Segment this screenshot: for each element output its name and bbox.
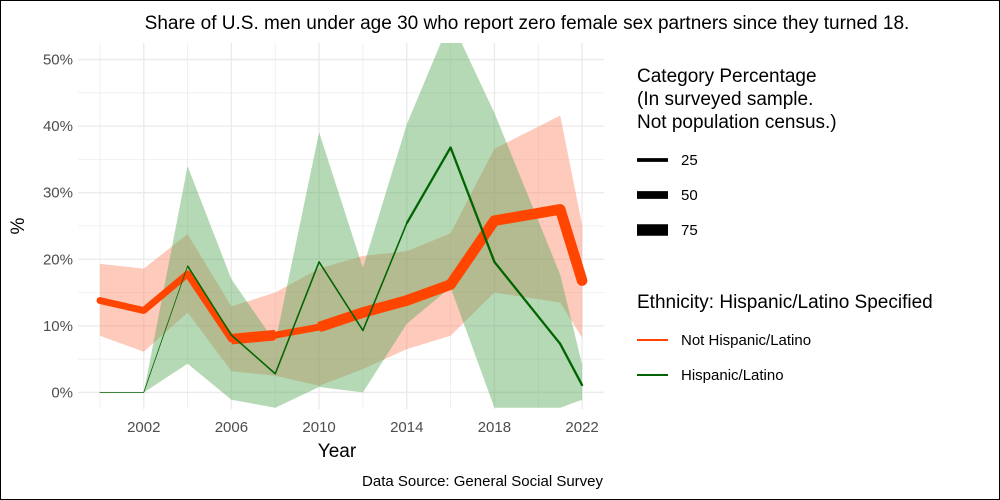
data-point-hispanic <box>143 391 145 393</box>
color-legend-title: Ethnicity: Hispanic/Latino Specified <box>637 292 933 313</box>
x-tick-label: 2006 <box>215 419 248 436</box>
x-tick-label: 2018 <box>478 419 511 436</box>
data-point-not-hispanic <box>576 275 588 286</box>
line-segment-not-hispanic <box>446 217 499 288</box>
x-tick-label: 2010 <box>302 419 335 436</box>
data-point-not-hispanic <box>489 215 500 226</box>
line-segment-hispanic <box>405 146 452 224</box>
line-segment-hispanic <box>493 261 562 345</box>
data-point-not-hispanic <box>401 295 413 306</box>
data-point-hispanic <box>362 329 364 332</box>
y-tick-label: 10% <box>43 318 73 335</box>
data-point-not-hispanic <box>554 204 566 215</box>
legend: Category Percentage(In surveyed sample.N… <box>637 66 933 384</box>
y-tick-label: 20% <box>43 251 73 268</box>
line-segment-not-hispanic <box>99 297 145 314</box>
size-legend-title-line: Not population census.) <box>637 112 837 133</box>
size-legend-label: 50 <box>681 187 698 204</box>
y-tick-label: 30% <box>43 185 73 202</box>
axis-ticks: 2002 2006 2010 2014 2018 2022 0% 10% 20% 30% 40% 50… <box>43 52 599 436</box>
line-segment-not-hispanic <box>184 272 235 342</box>
line-segment-hispanic <box>318 261 364 331</box>
data-point-not-hispanic <box>96 297 104 304</box>
size-legend-label: 75 <box>681 222 698 239</box>
line-segment-not-hispanic <box>141 271 190 314</box>
color-legend-label: Not Hispanic/Latino <box>681 332 811 349</box>
x-tick-label: 2014 <box>390 419 423 436</box>
data-point-not-hispanic <box>357 307 369 318</box>
data-point-hispanic <box>405 222 408 225</box>
line-segment-hispanic <box>230 334 276 375</box>
data-point-not-hispanic <box>445 279 456 290</box>
data-point-hispanic <box>99 391 101 393</box>
line-segment-hispanic <box>362 223 408 331</box>
data-point-hispanic <box>318 261 320 263</box>
data-point-not-hispanic <box>184 270 191 278</box>
line-segment-not-hispanic <box>230 329 276 345</box>
x-axis-title: Year <box>318 441 357 462</box>
line-segment-hispanic <box>143 265 188 393</box>
data-point-hispanic <box>230 334 233 336</box>
data-point-hispanic <box>559 342 562 345</box>
chart-title: Share of U.S. men under age 30 who repor… <box>145 13 910 34</box>
line-segment-hispanic <box>274 261 320 375</box>
data-point-not-hispanic <box>271 331 279 339</box>
series-lines <box>96 146 588 393</box>
line-segment-hispanic <box>186 265 233 336</box>
data-point-hispanic <box>449 146 452 149</box>
data-point-hispanic <box>274 372 277 375</box>
grid-lines <box>78 43 604 409</box>
size-legend-title-line: Category Percentage <box>637 66 817 87</box>
data-point-hispanic <box>187 265 188 267</box>
line-segment-not-hispanic <box>361 295 409 318</box>
size-legend-title-line: (In surveyed sample. <box>637 89 813 110</box>
y-tick-label: 0% <box>51 384 73 401</box>
y-axis-title: % <box>8 217 29 234</box>
x-tick-label: 2022 <box>565 419 598 436</box>
data-source-caption: Data Source: General Social Survey <box>362 473 603 490</box>
line-segment-not-hispanic <box>404 279 453 306</box>
data-point-not-hispanic <box>315 323 323 331</box>
y-tick-label: 40% <box>43 118 73 135</box>
x-tick-label: 2002 <box>127 419 160 436</box>
line-segment-not-hispanic <box>274 323 320 339</box>
plot-area: 2002 2006 2010 2014 2018 2022 0% 10% 20% 30% 40% 50… <box>43 43 604 436</box>
line-segment-not-hispanic <box>317 307 365 333</box>
line-segment-not-hispanic <box>493 204 562 226</box>
data-point-hispanic <box>493 260 496 264</box>
y-tick-label: 50% <box>43 52 73 69</box>
size-legend-label: 25 <box>681 152 698 169</box>
line-segment-not-hispanic <box>555 207 588 283</box>
line-segment-hispanic <box>449 147 496 263</box>
color-legend-label: Hispanic/Latino <box>681 367 784 384</box>
data-point-hispanic <box>580 383 584 387</box>
data-point-not-hispanic <box>140 307 148 314</box>
line-segment-hispanic <box>559 343 584 386</box>
